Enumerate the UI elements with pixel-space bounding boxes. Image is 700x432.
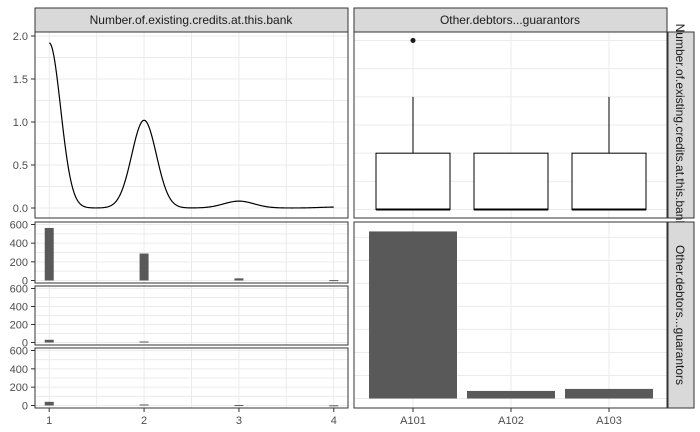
y-tick-label: 0.5 [13, 160, 28, 172]
y-tick-label: 400 [10, 302, 28, 314]
density-panel-border [34, 31, 349, 219]
histogram-bar [329, 280, 339, 282]
x-tick-label: A102 [498, 415, 524, 427]
y-tick-label: 600 [10, 284, 28, 296]
histogram-facet-border [34, 221, 349, 284]
box-body [473, 152, 549, 211]
bar [565, 388, 653, 399]
histogram-facet-border [34, 347, 349, 409]
x-tick-label: 2 [141, 415, 147, 427]
y-tick-label: 0.0 [13, 203, 28, 215]
histogram-bar [234, 278, 244, 281]
histogram-bar [44, 339, 54, 343]
strip-col1-label: Number.of.existing.credits.at.this.bank [90, 13, 294, 27]
strip-col1: Number.of.existing.credits.at.this.bank [34, 7, 349, 33]
y-tick-label: 600 [10, 346, 28, 358]
y-tick-label: 600 [10, 220, 28, 232]
x-tick-label: A101 [400, 415, 426, 427]
y-tick-label: 200 [10, 257, 28, 269]
boxplot-panel-border [353, 31, 668, 219]
histogram-bar [44, 227, 54, 281]
bar [369, 231, 457, 399]
histogram-bar [139, 404, 149, 406]
histogram-facet-border [34, 285, 349, 346]
y-tick-label: 1.5 [13, 74, 28, 86]
y-tick-label: 0 [22, 338, 28, 350]
strip-row2: Other.debtors...guarantors [667, 221, 695, 409]
density-panel [34, 31, 349, 219]
y-tick-label: 0 [22, 401, 28, 413]
x-tick-label: 4 [331, 415, 337, 427]
histogram-bar [44, 401, 54, 406]
density-line [48, 42, 334, 209]
box-outlier [410, 37, 416, 43]
box-body [375, 152, 451, 211]
histogram-bar [329, 405, 339, 407]
box-body [571, 152, 647, 211]
strip-row1-label: Number.of.existing.credits.at.this.bank [673, 24, 687, 228]
histogram-bar [139, 341, 149, 343]
histogram-bar [139, 253, 149, 281]
histogram-bar [234, 405, 244, 407]
axes: 0.00.51.01.52.00200400600020040060002004… [10, 31, 622, 427]
histogram-panel [34, 221, 349, 409]
y-tick-label: 200 [10, 320, 28, 332]
y-tick-label: 1.0 [13, 117, 28, 129]
bar [467, 390, 555, 399]
x-tick-label: 3 [236, 415, 242, 427]
x-tick-label: A103 [596, 415, 622, 427]
strip-row1: Number.of.existing.credits.at.this.bank [667, 24, 695, 228]
y-tick-label: 400 [10, 238, 28, 250]
y-tick-label: 2.0 [13, 31, 28, 43]
y-tick-label: 400 [10, 364, 28, 376]
y-tick-label: 200 [10, 382, 28, 394]
boxplot-panel [353, 31, 668, 219]
strip-row2-label: Other.debtors...guarantors [673, 245, 687, 385]
x-tick-label: 1 [46, 415, 52, 427]
strip-col2-label: Other.debtors...guarantors [440, 13, 580, 27]
y-tick-label: 0 [22, 276, 28, 288]
strip-col2: Other.debtors...guarantors [353, 7, 668, 33]
bar-panel [353, 221, 668, 409]
